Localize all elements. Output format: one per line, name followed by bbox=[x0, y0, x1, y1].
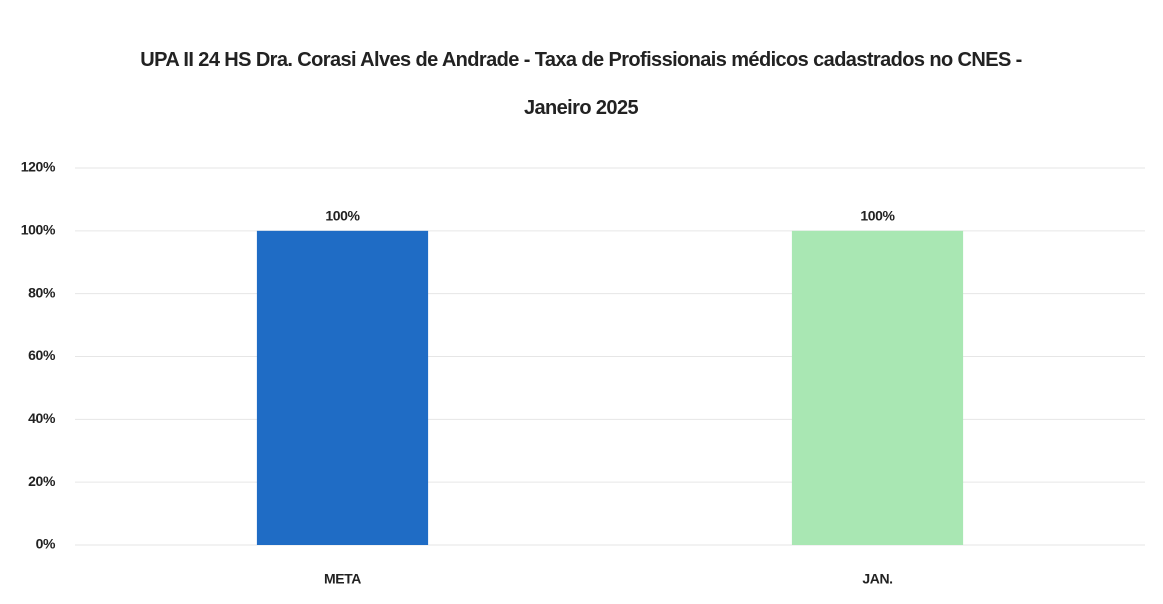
bar bbox=[791, 230, 964, 546]
y-tick-label: 120% bbox=[21, 159, 56, 175]
data-label: 100% bbox=[325, 208, 360, 224]
y-tick-label: 20% bbox=[28, 473, 56, 489]
y-tick-label: 100% bbox=[21, 222, 56, 238]
y-tick-label: 80% bbox=[28, 284, 56, 300]
bar bbox=[256, 230, 429, 546]
y-tick-label: 40% bbox=[28, 410, 56, 426]
x-tick-label: JAN. bbox=[862, 571, 892, 587]
data-label: 100% bbox=[860, 208, 895, 224]
y-tick-label: 60% bbox=[28, 347, 56, 363]
y-tick-label: 0% bbox=[36, 536, 56, 552]
x-tick-label: META bbox=[324, 571, 361, 587]
chart-title: UPA II 24 HS Dra. Corasi Alves de Andrad… bbox=[140, 49, 1022, 119]
